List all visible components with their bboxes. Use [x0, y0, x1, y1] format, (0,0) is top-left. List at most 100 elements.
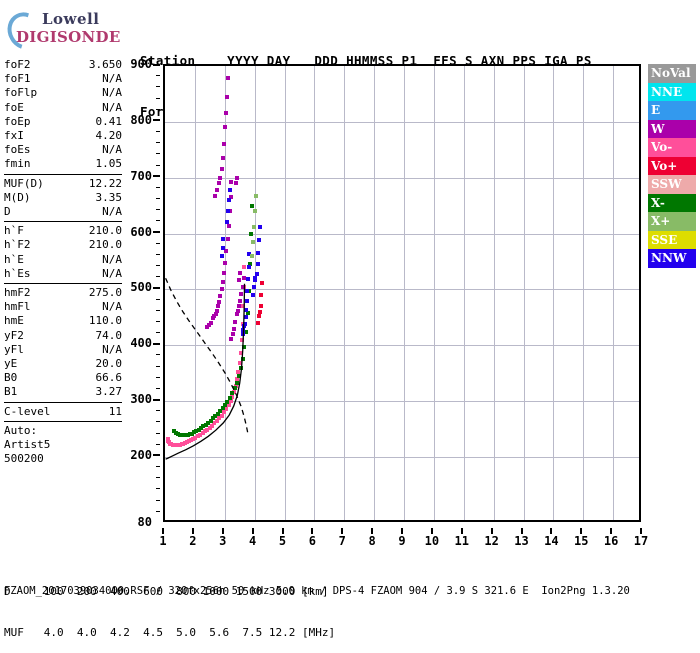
data-point-w: [232, 326, 237, 331]
data-point-x: [248, 231, 253, 236]
y-axis-minor-tick: [156, 410, 160, 412]
gridline-vertical: [613, 66, 615, 520]
data-point-nnw: [221, 237, 226, 242]
data-point-w: [218, 294, 223, 299]
param-key: B0: [4, 371, 18, 385]
data-point-vo: [242, 265, 247, 270]
param-value: 275.0: [88, 286, 122, 300]
data-point-vo: [185, 439, 189, 444]
gridline-vertical: [254, 66, 256, 520]
data-point-w: [219, 287, 224, 292]
param-key: foEp: [4, 114, 31, 128]
param-value: 110.0: [88, 314, 122, 328]
y-axis-minor-tick: [156, 510, 160, 512]
data-point-x: [238, 366, 243, 371]
x-axis-tick-label: 9: [398, 534, 406, 548]
param-row-fxi: fxI 4.20: [4, 129, 122, 143]
x-axis-tick: [221, 528, 224, 534]
param-value: N/A: [102, 72, 122, 86]
data-point-w: [214, 187, 219, 192]
param-value: 11: [108, 404, 122, 418]
data-point-w: [212, 314, 217, 319]
y-axis-minor-tick: [156, 343, 160, 345]
y-axis-tick-label: 500: [130, 280, 152, 295]
x-axis-tick: [251, 528, 254, 534]
data-point-vo: [191, 437, 196, 442]
legend-swatch-e[interactable]: E: [648, 101, 696, 120]
data-point-vo: [189, 438, 194, 443]
data-point-x: [220, 406, 225, 411]
gridline-vertical: [374, 66, 376, 520]
param-row-hf: h`F 210.0: [4, 224, 122, 238]
data-point-x: [208, 418, 213, 423]
data-point-vo: [232, 389, 237, 394]
y-axis-minor-tick: [156, 253, 160, 255]
data-point-vo: [258, 304, 263, 309]
legend-swatch-sse[interactable]: SSE: [648, 230, 696, 249]
x-axis-tick: [610, 528, 613, 534]
gridline-vertical: [463, 66, 465, 520]
gridline-horizontal: [165, 233, 639, 235]
data-point-w: [225, 76, 230, 81]
y-axis-minor-tick: [156, 309, 160, 311]
param-row-d: D N/A: [4, 205, 122, 219]
data-point-vo: [198, 432, 203, 437]
param-row-hmf2: hmF2 275.0: [4, 286, 122, 300]
ionogram-plot-area[interactable]: [163, 64, 641, 522]
data-point-vo: [240, 322, 245, 327]
y-axis-minor-tick: [156, 86, 160, 88]
y-axis-tick-label: 400: [130, 336, 152, 351]
data-point-w: [222, 270, 227, 275]
data-point-x: [211, 416, 215, 421]
data-point-x: [253, 193, 258, 198]
data-point-w: [241, 276, 246, 281]
legend-swatch-vo[interactable]: Vo-: [648, 138, 696, 157]
data-point-x: [194, 429, 199, 434]
y-axis-minor-tick: [156, 287, 160, 289]
param-value: N/A: [102, 143, 122, 157]
data-point-x: [251, 224, 256, 229]
data-point-w: [230, 332, 235, 337]
y-axis-minor-tick: [156, 97, 160, 99]
x-axis-tick: [401, 528, 403, 534]
param-value: N/A: [102, 252, 122, 266]
y-axis-minor-tick: [156, 365, 160, 367]
legend-swatch-ssw[interactable]: SSW: [648, 175, 696, 194]
y-axis-minor-tick: [156, 354, 160, 356]
param-key: yE: [4, 357, 18, 371]
lowell-digisonde-logo: Lowell DIGISONDE: [1, 6, 126, 56]
param-row-foe: foE N/A: [4, 101, 122, 115]
source-file-info: FZAOM_2017039034000.RSF / 320fx256h 50 k…: [4, 585, 630, 597]
x-axis-tick-label: 17: [633, 534, 649, 548]
data-point-x: [196, 427, 201, 432]
data-point-nnw: [254, 271, 259, 276]
data-point-nnw: [244, 307, 249, 312]
legend-swatch-w[interactable]: W: [648, 119, 696, 138]
data-point-x: [248, 262, 253, 267]
legend-swatch-vo[interactable]: Vo+: [648, 156, 696, 175]
data-point-w: [238, 270, 243, 275]
legend-swatch-nnw[interactable]: NNW: [648, 249, 696, 268]
data-point-w: [216, 304, 221, 309]
data-point-nnw: [244, 298, 249, 303]
legend-swatch-x[interactable]: X-: [648, 193, 696, 212]
y-axis-tick-label: 900: [130, 57, 152, 71]
data-point-w: [225, 237, 230, 242]
param-key: B1: [4, 385, 18, 399]
data-point-x: [213, 414, 218, 419]
param-row-fof2: foF2 3.650: [4, 58, 122, 72]
x-axis-tick: [162, 528, 164, 534]
legend-swatch-x[interactable]: X+: [648, 212, 696, 231]
data-point-nnw: [257, 224, 262, 229]
param-key: yF2: [4, 328, 24, 342]
x-axis-tick: [550, 528, 553, 534]
param-key: foFlp: [4, 86, 38, 100]
data-point-nnw: [246, 265, 251, 270]
gridline-vertical: [344, 66, 346, 520]
legend-swatch-nne[interactable]: NNE: [648, 82, 696, 101]
param-key: hmFl: [4, 300, 31, 314]
param-row-mufd: MUF(D) 12.22: [4, 177, 122, 191]
data-point-vo: [256, 320, 261, 325]
legend-swatch-noval[interactable]: NoVal: [648, 64, 696, 83]
param-row-fmin: fmin 1.05: [4, 157, 122, 171]
